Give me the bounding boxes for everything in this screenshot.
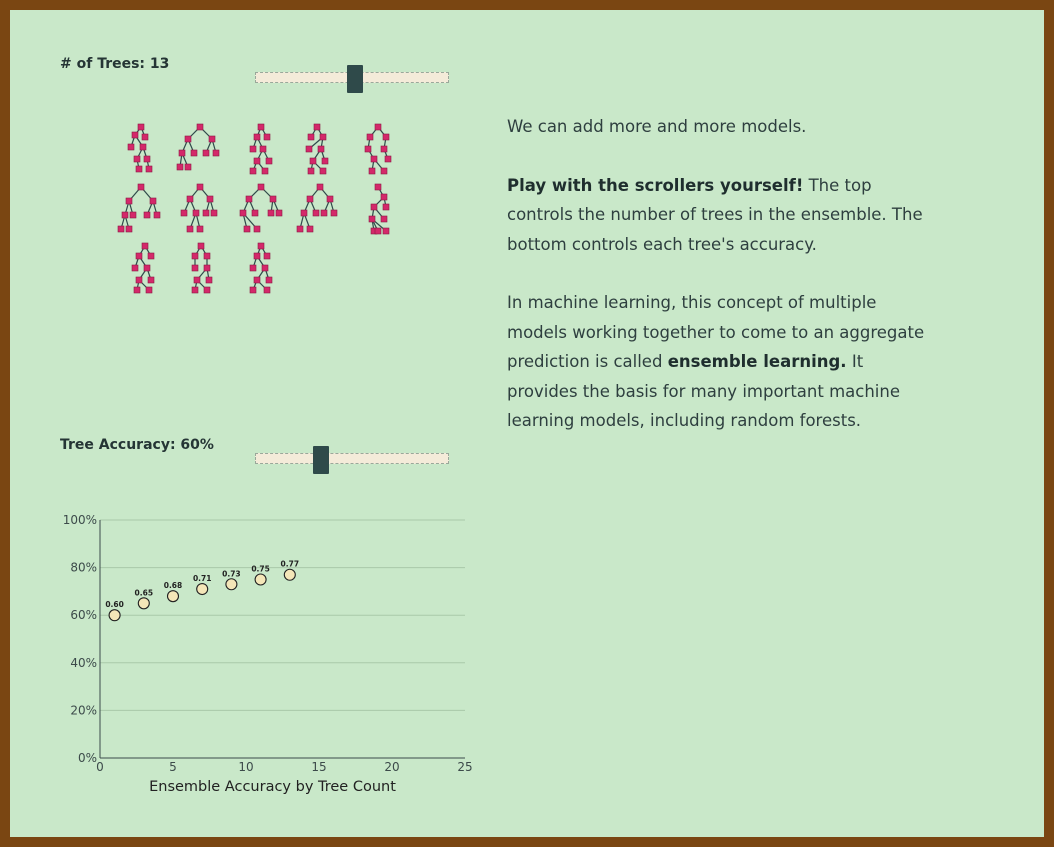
trees-count-label: # of Trees: 13	[60, 56, 170, 72]
data-point	[108, 609, 121, 622]
explanation-text: We can add more and more models. Play wi…	[507, 112, 937, 465]
y-tick-label: 60%	[70, 608, 97, 622]
data-point	[196, 582, 209, 596]
tree-icon	[117, 183, 161, 233]
tree-icon	[180, 183, 218, 233]
paragraph-2: Play with the scrollers yourself! The to…	[507, 171, 937, 260]
paragraph-3: In machine learning, this concept of mul…	[507, 288, 937, 436]
paragraph-2-emphasis: Play with the scrollers yourself!	[507, 175, 804, 195]
tree-accuracy-label: Tree Accuracy: 60%	[60, 437, 214, 453]
data-point	[283, 568, 296, 581]
ensemble-accuracy-chart: 0% 20% 40% 60% 80% 100% 0 5 10 15 20 25 Ensemble Acc…	[63, 513, 473, 795]
paragraph-3-emphasis: ensemble learning.	[667, 352, 847, 371]
tree-icon	[127, 123, 153, 173]
data-label: 0.60	[105, 600, 124, 609]
tree-icon	[296, 183, 338, 233]
tree-icon	[368, 183, 390, 235]
tree-icon	[305, 123, 329, 175]
paragraph-2-text: The top controls the number of trees in …	[507, 175, 923, 254]
tree-icon	[239, 183, 283, 233]
paragraph-3-text-b: It provides the basis for many important…	[507, 352, 900, 430]
data-label: 0.77	[281, 560, 300, 569]
x-tick-label: 10	[238, 760, 253, 774]
x-tick-label: 0	[96, 760, 104, 774]
data-label: 0.65	[135, 588, 154, 597]
tree-icon	[176, 123, 220, 171]
data-point	[225, 578, 238, 591]
data-point	[137, 597, 150, 610]
data-label: 0.75	[251, 565, 270, 574]
accuracy-slider-thumb[interactable]	[312, 446, 329, 474]
tree-icon	[249, 242, 273, 294]
data-point	[166, 590, 180, 603]
y-tick-label: 40%	[70, 656, 97, 670]
data-label: 0.73	[222, 569, 241, 578]
trees-slider[interactable]	[255, 65, 449, 93]
paragraph-1: We can add more and more models.	[507, 117, 807, 136]
data-label: 0.68	[164, 581, 183, 590]
y-tick-label: 0%	[78, 751, 97, 765]
y-tick-label: 100%	[63, 513, 97, 527]
x-tick-label: 20	[384, 760, 399, 774]
x-tick-label: 5	[169, 760, 177, 774]
page-frame: # of Trees: 13 Tree Accuracy: 60% 0% 20% 4…	[10, 10, 1044, 837]
tree-icon	[249, 123, 273, 175]
tree-ensemble	[117, 123, 392, 294]
accuracy-slider[interactable]	[255, 446, 449, 474]
tree-icon	[131, 242, 155, 294]
x-tick-label: 25	[457, 760, 472, 774]
tree-icon	[191, 242, 213, 294]
x-tick-label: 15	[311, 760, 326, 774]
x-axis-label: Ensemble Accuracy by Tree Count	[149, 779, 396, 795]
data-point	[254, 573, 267, 586]
data-label: 0.71	[193, 574, 212, 583]
y-tick-label: 80%	[70, 561, 97, 575]
trees-slider-thumb[interactable]	[347, 65, 363, 93]
y-tick-label: 20%	[70, 703, 97, 717]
tree-icon	[364, 123, 392, 175]
paragraph-3-text-a: In machine learning, this concept of mul…	[507, 293, 925, 371]
